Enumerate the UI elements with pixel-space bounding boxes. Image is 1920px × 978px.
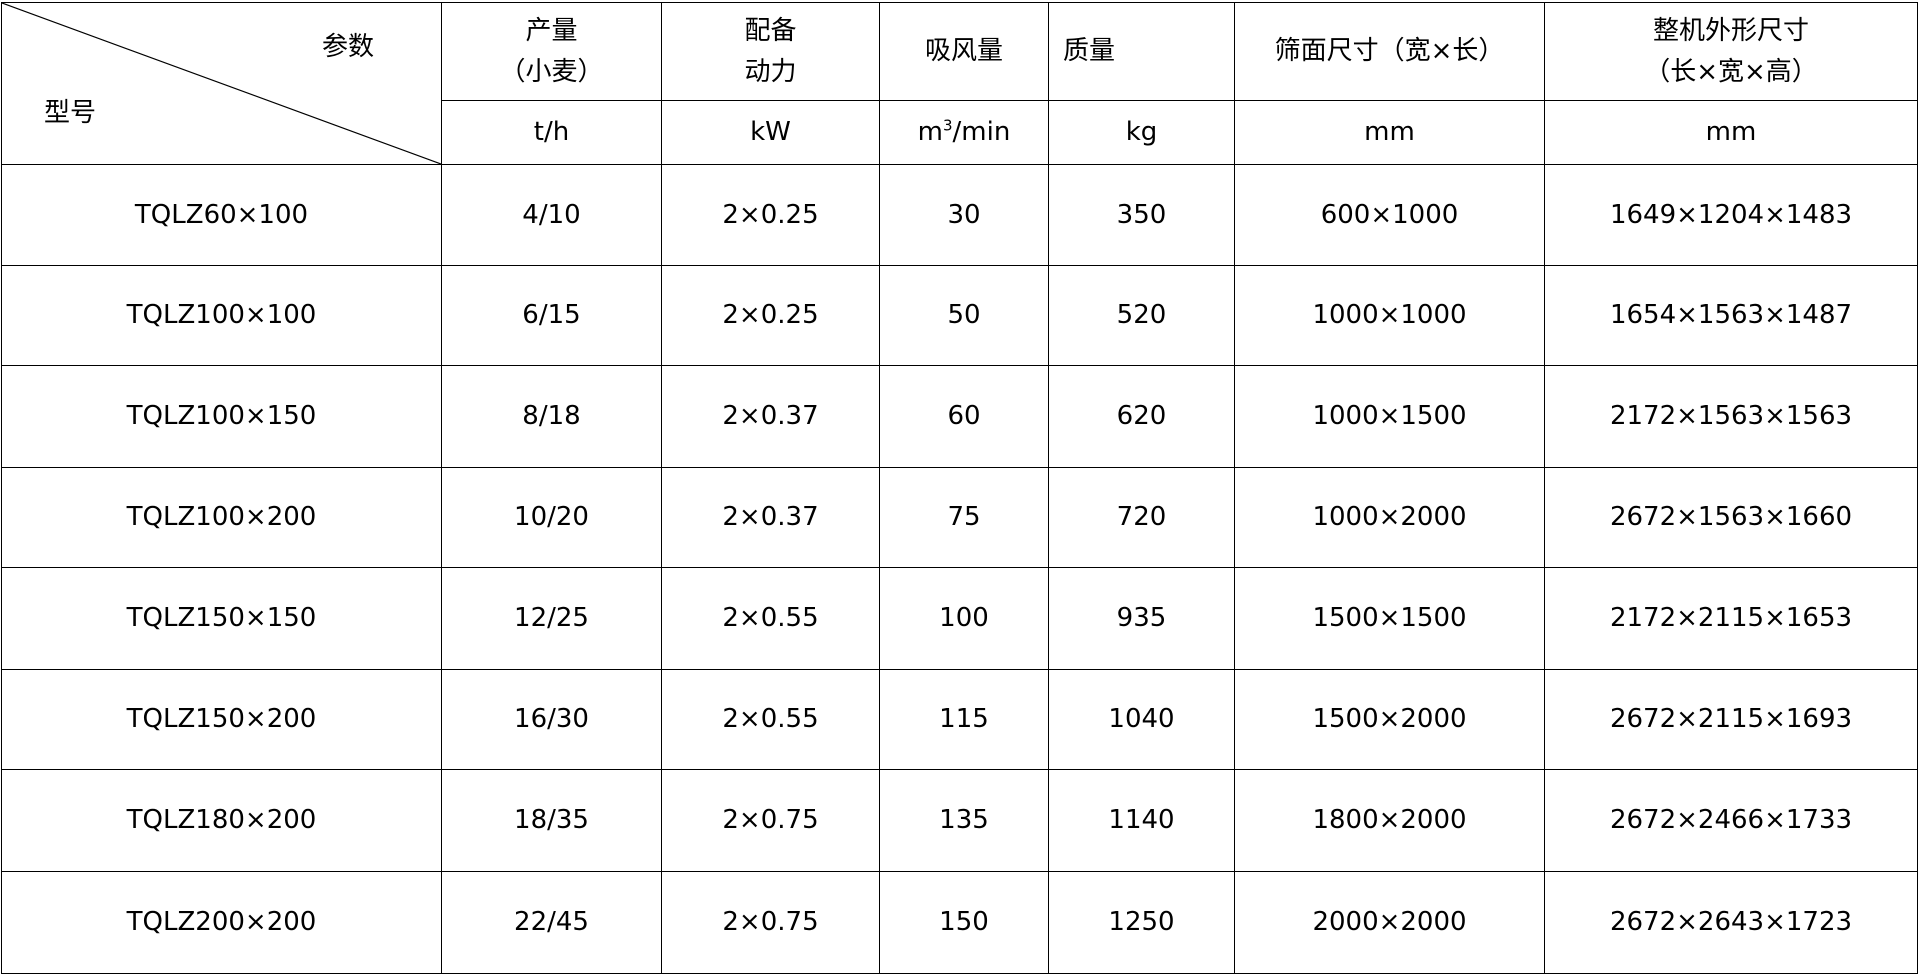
- header-line: 配备: [744, 16, 797, 47]
- cell-output: 8/18: [441, 365, 662, 468]
- table-row: TQLZ150×150 12/25 2×0.55 100 935 1500×1500 217…: [1, 567, 1918, 670]
- unit-output: t/h: [441, 100, 662, 165]
- unit-airflow: m3/min: [879, 100, 1049, 165]
- cell-output: 22/45: [441, 871, 662, 974]
- cell-airflow: 135: [879, 769, 1049, 872]
- cell-overall-size: 2172×1563×1563: [1544, 365, 1918, 468]
- header-line: 动力: [744, 56, 797, 87]
- col-header-power: 配备 动力: [661, 2, 880, 101]
- cell-weight: 350: [1048, 164, 1235, 266]
- cell-power: 2×0.25: [661, 265, 880, 366]
- cell-screen-size: 1500×2000: [1234, 669, 1545, 770]
- header-line: 整机外形尺寸: [1652, 16, 1809, 47]
- table-row: TQLZ100×150 8/18 2×0.37 60 620 1000×1500 2172×…: [1, 365, 1918, 468]
- table-row: TQLZ150×200 16/30 2×0.55 115 1040 1500×2000 26…: [1, 669, 1918, 770]
- cell-screen-size: 1000×1000: [1234, 265, 1545, 366]
- cell-power: 2×0.75: [661, 769, 880, 872]
- cell-airflow: 100: [879, 567, 1049, 670]
- cell-output: 12/25: [441, 567, 662, 670]
- cell-overall-size: 2672×2115×1693: [1544, 669, 1918, 770]
- cell-output: 4/10: [441, 164, 662, 266]
- cell-screen-size: 1800×2000: [1234, 769, 1545, 872]
- col-header-weight: 质量: [1048, 2, 1235, 101]
- unit-power: kW: [661, 100, 880, 165]
- cell-power: 2×0.37: [661, 365, 880, 468]
- cell-overall-size: 2672×1563×1660: [1544, 467, 1918, 568]
- table-row: TQLZ180×200 18/35 2×0.75 135 1140 1800×2000 26…: [1, 769, 1918, 872]
- cell-output: 16/30: [441, 669, 662, 770]
- cell-overall-size: 1649×1204×1483: [1544, 164, 1918, 266]
- table-row: TQLZ60×100 4/10 2×0.25 30 350 600×1000 1649×12…: [1, 164, 1918, 266]
- cell-screen-size: 2000×2000: [1234, 871, 1545, 974]
- cell-airflow: 50: [879, 265, 1049, 366]
- unit-overall-size: mm: [1544, 100, 1918, 165]
- cell-output: 6/15: [441, 265, 662, 366]
- table-row: TQLZ200×200 22/45 2×0.75 150 1250 2000×2000 26…: [1, 871, 1918, 974]
- cell-power: 2×0.25: [661, 164, 880, 266]
- cell-overall-size: 2672×2466×1733: [1544, 769, 1918, 872]
- unit-screen-size: mm: [1234, 100, 1545, 165]
- cell-model: TQLZ150×200: [1, 669, 442, 770]
- cell-overall-size: 2672×2643×1723: [1544, 871, 1918, 974]
- cell-power: 2×0.55: [661, 567, 880, 670]
- cell-weight: 1250: [1048, 871, 1235, 974]
- cell-airflow: 75: [879, 467, 1049, 568]
- cell-model: TQLZ100×150: [1, 365, 442, 468]
- cell-model: TQLZ60×100: [1, 164, 442, 266]
- cell-model: TQLZ150×150: [1, 567, 442, 670]
- corner-model-label: 型号: [44, 98, 97, 128]
- cell-power: 2×0.75: [661, 871, 880, 974]
- cell-screen-size: 1000×1500: [1234, 365, 1545, 468]
- cell-model: TQLZ180×200: [1, 769, 442, 872]
- cell-airflow: 115: [879, 669, 1049, 770]
- cell-screen-size: 600×1000: [1234, 164, 1545, 266]
- header-line: （长×宽×高）: [1644, 56, 1818, 87]
- cell-model: TQLZ200×200: [1, 871, 442, 974]
- cell-airflow: 30: [879, 164, 1049, 266]
- cell-overall-size: 1654×1563×1487: [1544, 265, 1918, 366]
- cell-power: 2×0.37: [661, 467, 880, 568]
- col-header-output: 产量 （小麦）: [441, 2, 662, 101]
- col-header-screen-size: 筛面尺寸（宽×长）: [1234, 2, 1545, 101]
- cell-weight: 1040: [1048, 669, 1235, 770]
- cell-weight: 720: [1048, 467, 1235, 568]
- corner-param-label: 参数: [322, 32, 375, 62]
- diagonal-divider: [2, 3, 441, 164]
- cell-screen-size: 1500×1500: [1234, 567, 1545, 670]
- col-header-overall-size: 整机外形尺寸 （长×宽×高）: [1544, 2, 1918, 101]
- unit-base: m: [917, 117, 943, 148]
- cell-weight: 620: [1048, 365, 1235, 468]
- cell-model: TQLZ100×100: [1, 265, 442, 366]
- header-line: 质量: [1063, 36, 1116, 67]
- cell-weight: 520: [1048, 265, 1235, 366]
- cell-airflow: 150: [879, 871, 1049, 974]
- unit-sup: 3: [942, 116, 953, 135]
- cell-weight: 1140: [1048, 769, 1235, 872]
- header-line: （小麦）: [499, 56, 604, 87]
- unit-weight: kg: [1048, 100, 1235, 165]
- cell-overall-size: 2172×2115×1653: [1544, 567, 1918, 670]
- cell-weight: 935: [1048, 567, 1235, 670]
- cell-model: TQLZ100×200: [1, 467, 442, 568]
- table-row: TQLZ100×100 6/15 2×0.25 50 520 1000×1000 1654×…: [1, 265, 1918, 366]
- cell-output: 10/20: [441, 467, 662, 568]
- cell-output: 18/35: [441, 769, 662, 872]
- corner-header-cell: 参数 型号: [1, 2, 442, 165]
- table-row: TQLZ100×200 10/20 2×0.37 75 720 1000×2000 2672…: [1, 467, 1918, 568]
- unit-rest: /min: [952, 117, 1011, 148]
- cell-airflow: 60: [879, 365, 1049, 468]
- header-line: 产量: [525, 16, 578, 47]
- col-header-airflow: 吸风量: [879, 2, 1049, 101]
- cell-power: 2×0.55: [661, 669, 880, 770]
- cell-screen-size: 1000×2000: [1234, 467, 1545, 568]
- header-line: 吸风量: [924, 36, 1003, 67]
- header-line: 筛面尺寸（宽×长）: [1274, 36, 1505, 67]
